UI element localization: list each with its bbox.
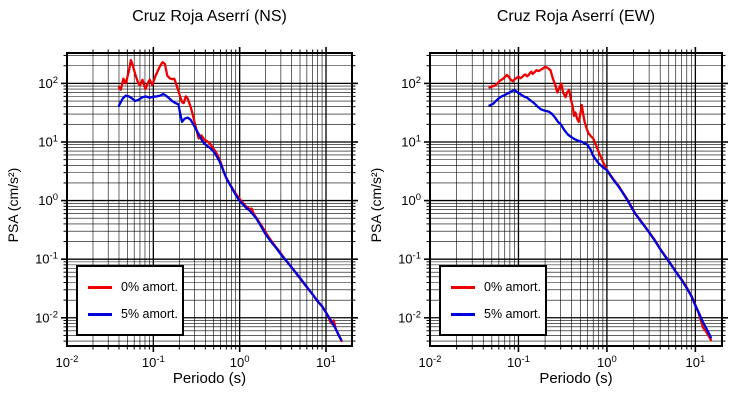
legend-line-blue xyxy=(451,312,475,316)
legend-ew: 0% amort. 5% amort. xyxy=(439,265,547,336)
svg-text:10-2: 10-2 xyxy=(35,309,58,325)
legend-ns: 0% amort. 5% amort. xyxy=(76,265,184,336)
legend-entry-0pct: 0% amort. xyxy=(88,280,182,294)
legend-label-5pct: 5% amort. xyxy=(121,307,178,321)
svg-text:102: 102 xyxy=(38,75,58,91)
legend-line-blue xyxy=(88,312,112,316)
x-axis-label-ns: Periodo (s) xyxy=(172,370,247,387)
svg-text:10-2: 10-2 xyxy=(56,354,79,370)
svg-text:100: 100 xyxy=(597,354,617,370)
svg-text:100: 100 xyxy=(38,192,58,208)
plot-title-ew: Cruz Roja Aserrí (EW) xyxy=(496,8,656,25)
svg-text:101: 101 xyxy=(685,354,705,370)
svg-text:101: 101 xyxy=(38,133,58,149)
svg-text:101: 101 xyxy=(401,133,421,149)
plot-title-ns: Cruz Roja Aserrí (NS) xyxy=(132,8,287,25)
legend-line-red xyxy=(451,285,475,289)
svg-text:10-1: 10-1 xyxy=(35,251,58,267)
svg-text:10-2: 10-2 xyxy=(398,309,421,325)
legend-entry-5pct: 5% amort. xyxy=(451,307,545,321)
legend-line-red xyxy=(88,285,112,289)
x-axis-label-ew: Periodo (s) xyxy=(539,370,613,387)
legend-entry-0pct: 0% amort. xyxy=(451,280,545,294)
legend-entry-5pct: 5% amort. xyxy=(88,307,182,321)
svg-text:10-1: 10-1 xyxy=(398,251,421,267)
svg-text:100: 100 xyxy=(401,192,421,208)
legend-label-5pct: 5% amort. xyxy=(484,307,541,321)
svg-text:10-2: 10-2 xyxy=(419,354,442,370)
svg-text:10-1: 10-1 xyxy=(142,354,165,370)
svg-text:101: 101 xyxy=(316,354,336,370)
legend-label-0pct: 0% amort. xyxy=(484,280,541,294)
legend-label-0pct: 0% amort. xyxy=(121,280,178,294)
svg-text:100: 100 xyxy=(230,354,250,370)
svg-text:102: 102 xyxy=(401,75,421,91)
svg-text:10-1: 10-1 xyxy=(507,354,530,370)
